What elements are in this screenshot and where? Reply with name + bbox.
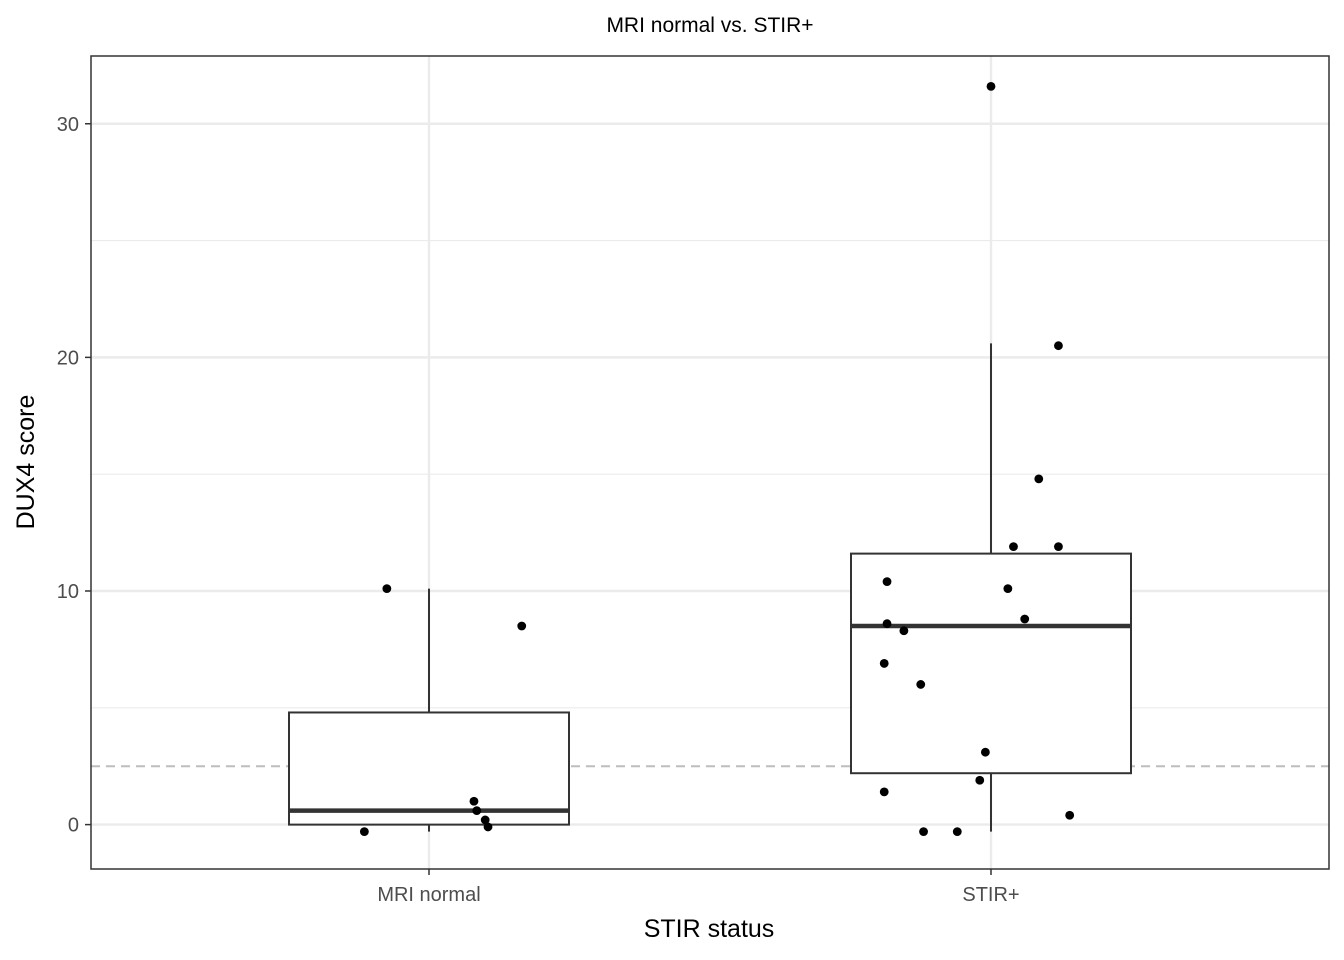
data-point bbox=[472, 806, 482, 815]
data-point bbox=[480, 815, 490, 825]
data-point bbox=[986, 81, 996, 91]
data-point bbox=[359, 827, 369, 837]
data-point bbox=[916, 680, 926, 689]
x-tick-label: STIR+ bbox=[962, 884, 1019, 906]
data-point bbox=[382, 584, 392, 594]
y-tick-label: 0 bbox=[68, 815, 79, 837]
boxplots bbox=[288, 343, 1132, 832]
data-point bbox=[1003, 584, 1013, 594]
boxplot bbox=[850, 343, 1132, 832]
data-point bbox=[919, 827, 928, 837]
data-point bbox=[975, 775, 985, 785]
data-point bbox=[882, 577, 892, 587]
data-point bbox=[879, 659, 889, 668]
data-point bbox=[952, 827, 962, 837]
panel-border bbox=[90, 55, 1330, 870]
data-point bbox=[469, 796, 479, 806]
y-tick-label: 30 bbox=[57, 114, 79, 136]
data-point bbox=[1065, 810, 1075, 820]
data-points bbox=[359, 81, 1075, 837]
x-tick-label: MRI normal bbox=[377, 884, 480, 906]
data-point bbox=[1034, 474, 1044, 484]
data-point bbox=[879, 787, 889, 797]
y-tick-label: 20 bbox=[57, 347, 79, 369]
axis-ticks: 0 10 20 30 MRI normal STIR+ bbox=[57, 114, 1020, 906]
data-point bbox=[1054, 341, 1063, 351]
box-iqr bbox=[288, 711, 570, 826]
x-axis-title: STIR status bbox=[644, 915, 775, 943]
data-point bbox=[1009, 542, 1018, 552]
chart-title: MRI normal vs. STIR+ bbox=[606, 14, 813, 37]
data-point bbox=[980, 747, 990, 757]
boxplot bbox=[288, 588, 570, 832]
data-point bbox=[1020, 614, 1030, 624]
data-point bbox=[1054, 542, 1063, 552]
y-tick-label: 10 bbox=[57, 581, 79, 603]
data-point bbox=[882, 619, 892, 629]
data-point bbox=[899, 626, 909, 636]
data-point bbox=[517, 621, 527, 631]
box-iqr bbox=[850, 552, 1132, 775]
data-point bbox=[483, 822, 493, 832]
y-axis-title: DUX4 score bbox=[12, 395, 40, 530]
